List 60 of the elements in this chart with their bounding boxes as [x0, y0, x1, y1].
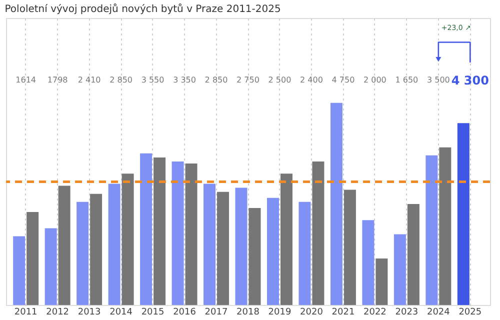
chart-title: Pololetní vývoj prodejů nových bytů v Praze 2011-2025: [4, 3, 281, 15]
bar: [298, 202, 311, 305]
x-tick-label: 2020: [300, 308, 324, 318]
bar: [394, 234, 406, 305]
bar: [58, 186, 70, 305]
text: 4 750: [332, 76, 355, 85]
text: 3 500: [426, 76, 450, 85]
text: 3 350: [173, 76, 196, 85]
bar: [140, 153, 152, 305]
bar: [76, 202, 89, 305]
bar: [235, 188, 248, 305]
bar: [185, 164, 198, 305]
x-tick-label: 2011: [14, 308, 38, 318]
x-tick-label: 2021: [332, 308, 355, 318]
text: 1614: [16, 76, 36, 85]
x-tick-label: 2025: [458, 308, 482, 318]
bar: [13, 236, 26, 305]
x-tick-label: 2017: [204, 308, 228, 318]
x-tick-label: 2022: [364, 308, 386, 318]
bar: [312, 162, 324, 305]
bar: [26, 212, 39, 305]
x-tick-label: 2019: [268, 308, 292, 318]
x-tick-label: 2024: [426, 308, 450, 318]
text: 2 410: [78, 76, 101, 85]
x-tick-label: 2013: [78, 308, 101, 318]
x-tick-label: 2018: [236, 308, 260, 318]
bar: [154, 157, 166, 305]
x-tick-label: 2012: [46, 308, 70, 318]
bar: [344, 190, 356, 305]
text: 2 850: [110, 76, 132, 85]
text: 2 850: [204, 76, 228, 85]
bar: [108, 184, 120, 305]
text: 2 000: [364, 76, 386, 85]
text: 2 400: [300, 76, 323, 85]
text: 1798: [47, 76, 68, 85]
text: 2 500: [268, 76, 292, 85]
text: 2 750: [236, 76, 260, 85]
bar: [457, 123, 470, 305]
bar: [248, 208, 261, 305]
bar: [407, 204, 420, 305]
bar: [217, 192, 230, 305]
text: 4 300: [451, 74, 489, 88]
x-tick-label: 2015: [141, 308, 164, 318]
x-tick-label: 2014: [110, 308, 133, 318]
bar: [44, 228, 57, 305]
bar: [122, 174, 134, 305]
x-tick-label: 2016: [173, 308, 196, 318]
x-tick-label: 2023: [395, 308, 418, 318]
bar: [172, 162, 184, 305]
bar: [439, 147, 452, 305]
bar: [362, 220, 374, 305]
bar: [266, 198, 279, 305]
bar: [280, 174, 292, 305]
bar: [204, 184, 216, 305]
bar: [426, 155, 438, 305]
text: 3 550: [141, 76, 164, 85]
bar: [376, 258, 388, 305]
text: 1 650: [395, 76, 418, 85]
bar: [90, 194, 102, 305]
bar: [330, 102, 342, 305]
